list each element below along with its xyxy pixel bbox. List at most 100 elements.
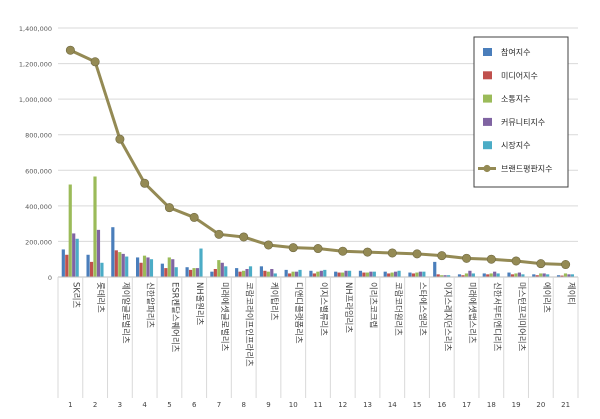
category-label: SK리츠	[71, 282, 81, 309]
category-label: NH프라임리츠	[344, 282, 354, 333]
legend-swatch	[483, 94, 492, 103]
legend-swatch	[483, 117, 492, 126]
y-tick-label: 0	[48, 274, 52, 282]
bar	[89, 261, 94, 277]
category-number: 6	[192, 401, 197, 409]
bar	[440, 275, 444, 277]
category-number: 19	[512, 401, 521, 409]
bar	[241, 270, 246, 277]
bar	[171, 259, 175, 277]
category-label: 이지스밸류리츠	[319, 282, 329, 336]
bar	[164, 268, 168, 277]
bar	[365, 272, 369, 277]
category-label: ESR켄달스퀘어리츠	[170, 282, 180, 353]
category-label: 미래에셋글로벌리츠	[220, 282, 230, 352]
bar	[447, 275, 451, 277]
bar	[188, 269, 193, 277]
bar	[563, 273, 568, 277]
bar	[121, 253, 125, 277]
category-label: 에이리츠	[542, 282, 552, 313]
bar	[482, 273, 486, 277]
category-number: 4	[142, 401, 147, 409]
bar	[149, 259, 154, 277]
bar	[235, 268, 239, 277]
bar	[546, 274, 550, 277]
bar	[387, 273, 391, 277]
category-label: 코람코라이프인프라리츠	[245, 282, 255, 367]
bar	[457, 274, 462, 277]
legend-marker	[483, 164, 491, 173]
bar	[288, 273, 292, 277]
bar	[507, 272, 511, 277]
bar	[100, 262, 104, 277]
line-point	[462, 253, 472, 263]
category-label: NH올원리츠	[195, 282, 205, 326]
bar	[199, 248, 203, 277]
legend-label: 소통지수	[501, 95, 530, 104]
bar	[567, 274, 571, 277]
bar	[111, 227, 115, 277]
legend-box	[473, 36, 569, 188]
y-tick-label: 600,000	[25, 167, 52, 175]
bar	[532, 274, 536, 277]
bar	[266, 271, 270, 277]
bar	[146, 257, 150, 277]
category-number: 9	[266, 401, 270, 409]
bar	[192, 268, 196, 277]
bar	[486, 274, 490, 277]
bar	[464, 273, 469, 277]
bar	[273, 273, 277, 277]
bar	[185, 267, 189, 277]
bar	[68, 184, 72, 277]
bar	[213, 268, 217, 277]
line-point	[511, 256, 521, 266]
y-tick-label: 200,000	[25, 238, 52, 246]
bar	[312, 273, 316, 277]
category-label: 미래에셋맵스리츠	[468, 282, 478, 344]
category-number: 11	[314, 401, 323, 409]
bar	[362, 272, 366, 277]
line-point	[288, 243, 298, 253]
bar	[418, 271, 422, 277]
bar	[238, 271, 242, 277]
line-point	[115, 134, 125, 144]
line-point	[90, 57, 100, 67]
category-number: 21	[561, 401, 570, 409]
bar	[195, 268, 200, 277]
bar	[125, 256, 129, 277]
category-label: 제이티	[567, 282, 577, 305]
category-number: 14	[388, 401, 397, 409]
bar	[114, 250, 118, 277]
bar	[510, 274, 515, 277]
bar	[245, 268, 249, 277]
category-label: 신한서부티엔디리츠	[492, 282, 502, 352]
category-label: 이리츠코크렙	[369, 282, 379, 328]
grid-layer	[58, 27, 578, 278]
category-number: 10	[289, 401, 298, 409]
category-number: 13	[363, 401, 372, 409]
category-number: 12	[338, 401, 347, 409]
bar	[65, 254, 69, 277]
bar	[136, 257, 140, 277]
bar	[323, 269, 327, 277]
bar	[259, 266, 263, 277]
y-tick-label: 400,000	[25, 203, 52, 211]
bar	[72, 233, 76, 277]
line-point	[437, 251, 447, 261]
bar	[570, 274, 575, 277]
legend-label: 참여지수	[501, 47, 530, 57]
bar	[118, 252, 122, 277]
line-point	[65, 45, 75, 55]
bar	[341, 272, 345, 277]
bar	[535, 275, 539, 277]
bar	[496, 273, 500, 277]
category-number: 2	[93, 401, 97, 409]
line-point	[263, 240, 273, 250]
bar	[461, 275, 465, 277]
bar	[358, 270, 363, 277]
category-number: 7	[217, 401, 221, 409]
category-number: 16	[437, 401, 446, 409]
line-point	[412, 249, 422, 259]
